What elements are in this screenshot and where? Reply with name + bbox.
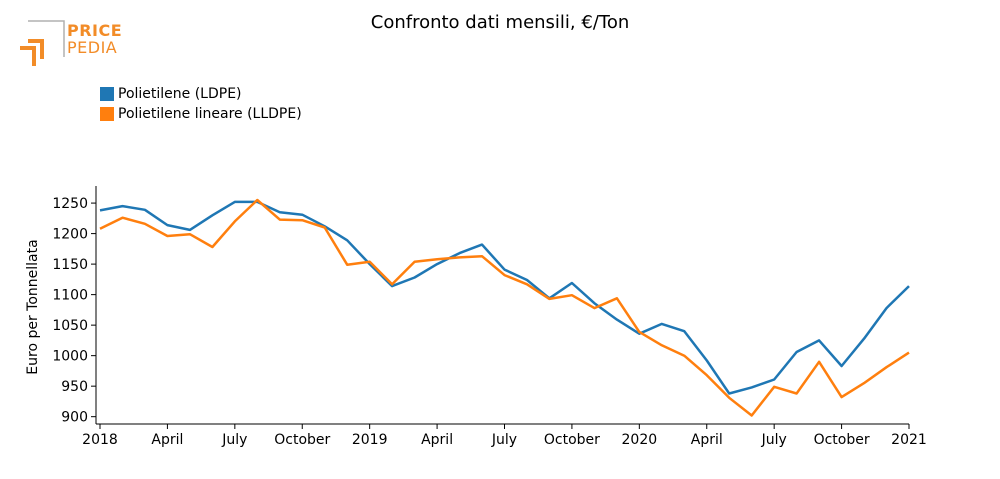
y-tick-label: 1250 (52, 196, 88, 212)
x-tick-label: April (691, 432, 723, 448)
x-tick-label: July (221, 432, 247, 448)
x-tick-label: October (814, 432, 870, 448)
x-tick-label: 2021 (891, 432, 927, 448)
y-tick-label: 900 (61, 410, 88, 426)
series-line-lldpe (99, 198, 910, 417)
logo-mark-icon (20, 20, 65, 66)
y-tick-label: 950 (61, 379, 88, 395)
legend-item-lldpe[interactable]: Polietilene lineare (LLDPE) (100, 104, 302, 124)
legend-item-ldpe[interactable]: Polietilene (LDPE) (100, 84, 302, 104)
legend-label-ldpe: Polietilene (LDPE) (118, 86, 242, 102)
logo-text-price: PRICE (67, 21, 123, 40)
x-tick-label: April (421, 432, 453, 448)
legend-swatch-ldpe (100, 87, 114, 101)
x-tick-label: April (151, 432, 183, 448)
x-tick-label: July (761, 432, 787, 448)
x-tick-label: 2019 (352, 432, 388, 448)
legend-label-lldpe: Polietilene lineare (LLDPE) (118, 106, 302, 122)
logo-text-pedia: PEDIA (67, 38, 118, 57)
y-axis-label: Euro per Tonnellata (25, 239, 41, 374)
x-tick-label: 2020 (622, 432, 658, 448)
y-tick-label: 1100 (52, 288, 88, 304)
x-tick-label: October (544, 432, 600, 448)
y-tick-label: 1200 (52, 227, 88, 243)
chart-title: Confronto dati mensili, €/Ton (370, 12, 630, 33)
pricepedia-logo: PRICE PEDIA (20, 19, 130, 69)
y-tick-label: 1150 (52, 257, 88, 273)
legend-swatch-lldpe (100, 107, 114, 121)
chart-legend: Polietilene (LDPE) Polietilene lineare (… (100, 84, 302, 124)
x-tick-label: July (491, 432, 517, 448)
x-tick-label: October (274, 432, 330, 448)
x-tick-label: 2018 (82, 432, 118, 448)
y-tick-label: 1050 (52, 318, 88, 334)
y-tick-label: 1000 (52, 349, 88, 365)
series-line-ldpe (99, 200, 910, 395)
